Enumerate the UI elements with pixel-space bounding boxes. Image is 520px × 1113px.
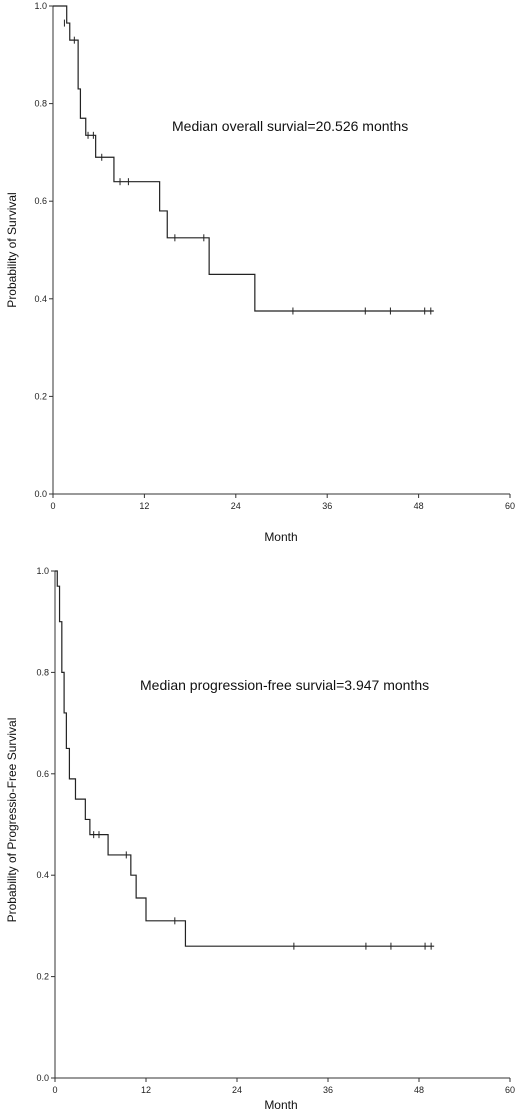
- pfs-y-tick-label: 0.6: [36, 769, 49, 779]
- pfs-y-axis-label: Probability of Progressio-Free Survival: [5, 718, 19, 923]
- pfs-y-tick-label: 0.0: [36, 1073, 49, 1083]
- os-survival-curve: [53, 5, 434, 312]
- os-y-tick-label: 0.6: [34, 196, 47, 206]
- pfs-x-axis-label: Month: [264, 1098, 297, 1112]
- os-y-tick-label: 0.4: [34, 294, 47, 304]
- pfs-x-tick-label: 12: [141, 1085, 151, 1095]
- os-y-tick-label: 1.0: [34, 1, 47, 11]
- pfs-y-tick-label: 0.8: [36, 667, 49, 677]
- os-x-axis-label: Month: [264, 530, 297, 544]
- pfs-median-annotation: Median progression-free survial=3.947 mo…: [140, 677, 429, 693]
- pfs-x-tick-label: 24: [232, 1085, 242, 1095]
- os-y-tick-label: 0.2: [34, 391, 47, 401]
- pfs-x-tick-label: 0: [52, 1085, 57, 1095]
- pfs-y-tick-label: 0.2: [36, 972, 49, 982]
- os-y-tick-label: 0.8: [34, 99, 47, 109]
- pfs-x-tick-label: 48: [414, 1085, 424, 1095]
- os-x-tick-label: 48: [414, 501, 424, 511]
- os-x-tick-label: 0: [50, 501, 55, 511]
- pfs-y-tick-label: 0.4: [36, 870, 49, 880]
- os-x-tick-label: 60: [505, 501, 515, 511]
- os-x-tick-label: 12: [139, 501, 149, 511]
- os-median-annotation: Median overall survial=20.526 months: [172, 118, 408, 134]
- os-y-tick-label: 0.0: [34, 489, 47, 499]
- os-y-axis-label: Probability of Survival: [5, 192, 19, 307]
- pfs-x-tick-label: 60: [505, 1085, 515, 1095]
- pfs-survival-curve: [55, 570, 435, 947]
- progression-free-survival-chart: Median progression-free survial=3.947 mo…: [5, 566, 515, 1112]
- pfs-y-tick-label: 1.0: [36, 566, 49, 576]
- pfs-x-tick-label: 36: [323, 1085, 333, 1095]
- overall-survival-chart: Median overall survial=20.526 months Mon…: [5, 1, 515, 544]
- os-x-tick-label: 24: [231, 501, 241, 511]
- os-x-tick-label: 36: [322, 501, 332, 511]
